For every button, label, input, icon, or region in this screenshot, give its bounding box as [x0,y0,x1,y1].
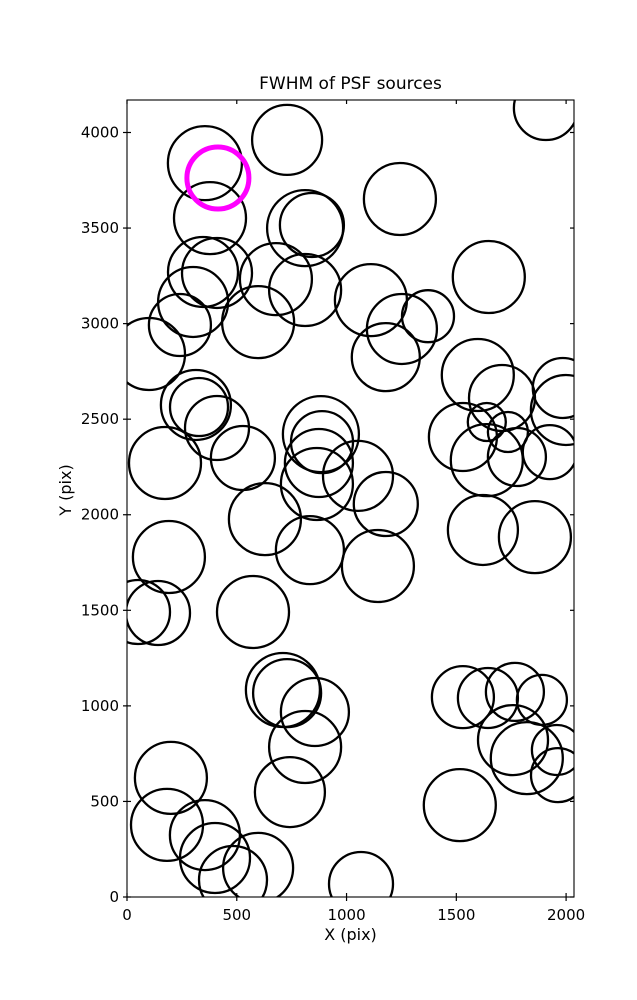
psf-source-marker [274,514,346,586]
psf-source-marker [166,124,244,202]
y-tick-label: 1500 [81,601,119,619]
y-tick-label: 3000 [81,315,119,333]
psf-source-marker [321,439,395,513]
psf-source-marker [362,161,438,237]
psf-source-marker [156,265,230,339]
psf-source-marker [289,409,355,475]
psf-source-marker [486,410,530,454]
psf-source-marker [340,528,416,604]
psf-source-marker [449,422,524,498]
psf-source-marker [267,709,343,785]
psf-source-marker [180,236,254,310]
x-tick-label: 1000 [327,906,365,924]
psf-source-marker [531,356,574,420]
x-tick-label: 500 [222,906,251,924]
psf-source-marker [489,720,564,796]
chart-title: FWHM of PSF sources [259,74,442,94]
psf-source-marker [400,289,456,344]
psf-source-marker [352,470,419,538]
y-tick-label: 2500 [81,410,119,428]
psf-source-marker [131,519,207,595]
psf-source-marker [127,316,187,392]
psf-source-marker [133,740,209,816]
highlighted-psf-source-marker [184,144,252,212]
psf-source-marker [127,425,203,501]
psf-source-marker [484,661,546,723]
psf-source-marker [451,239,526,315]
psf-source-marker [466,401,507,443]
psf-source-marker [197,844,269,897]
psf-source-marker [166,235,240,309]
psf-source-marker [251,657,323,729]
psf-source-marker [350,321,421,393]
psf-source-marker [267,252,343,328]
psf-source-marker [250,103,324,177]
psf-source-marker [147,292,213,358]
x-tick-label: 0 [122,906,132,924]
psf-source-marker [168,376,230,438]
psf-source-marker [446,493,520,567]
psf-source-marker [215,574,291,650]
psf-source-marker [127,579,192,647]
psf-source-marker [497,499,573,575]
psf-source-marker [178,821,252,895]
x-axis-label: X (pix) [324,925,377,944]
psf-source-marker [512,100,574,142]
plot-frame [126,99,575,898]
psf-source-marker [529,373,574,447]
psf-source-marker [530,723,574,777]
x-tick-label: 2000 [547,906,585,924]
psf-source-marker [172,180,248,256]
psf-source-marker [279,446,355,522]
psf-source-marker [486,426,548,488]
x-tick-label: 1500 [437,906,475,924]
psf-source-marker [127,578,172,646]
psf-source-marker [427,401,499,473]
psf-source-marker [253,755,327,829]
y-tick-label: 500 [90,792,119,810]
psf-source-marker [220,284,296,360]
y-tick-label: 0 [109,888,119,906]
psf-source-marker [238,241,314,317]
psf-source-marker [244,651,322,729]
psf-source-marker [221,831,295,897]
psf-source-marker [430,664,496,730]
psf-source-marker [209,424,277,492]
y-tick-label: 2000 [81,506,119,524]
psf-source-marker [422,767,497,843]
psf-source-marker [129,787,205,863]
psf-source-marker [227,481,303,557]
y-tick-label: 3500 [81,219,119,237]
psf-source-marker [327,850,395,897]
psf-source-marker [278,191,346,259]
psf-source-marker [521,423,574,481]
psf-source-marker [279,676,351,748]
psf-source-marker [283,427,355,499]
psf-source-marker [365,292,439,366]
psf-source-marker [168,798,242,872]
y-tick-label: 1000 [81,697,119,715]
psf-source-marker [183,394,251,462]
psf-source-marker [476,703,550,777]
y-tick-label: 4000 [81,123,119,141]
psf-source-marker [440,337,515,413]
psf-source-marker [159,368,233,442]
markers-layer [127,100,574,897]
psf-source-marker [529,746,574,804]
y-axis-label: Y (pix) [56,464,75,516]
